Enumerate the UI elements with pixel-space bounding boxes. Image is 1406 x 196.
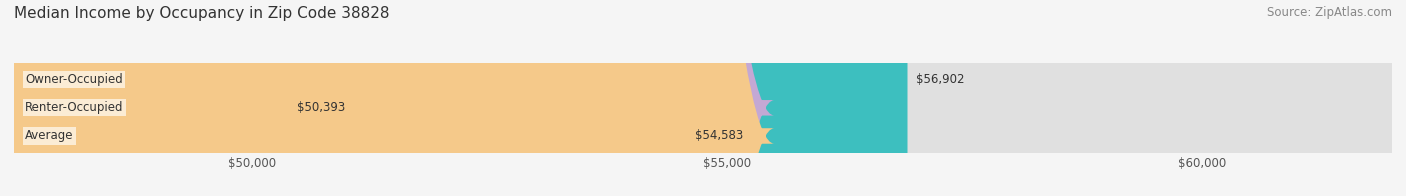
FancyBboxPatch shape — [0, 0, 775, 196]
Text: Source: ZipAtlas.com: Source: ZipAtlas.com — [1267, 6, 1392, 19]
Text: $50,393: $50,393 — [297, 101, 346, 114]
Text: $54,583: $54,583 — [696, 130, 744, 142]
Text: Median Income by Occupancy in Zip Code 38828: Median Income by Occupancy in Zip Code 3… — [14, 6, 389, 21]
FancyBboxPatch shape — [14, 0, 1392, 196]
FancyBboxPatch shape — [14, 0, 1392, 196]
Text: Average: Average — [25, 130, 73, 142]
FancyBboxPatch shape — [14, 0, 1392, 196]
Text: Renter-Occupied: Renter-Occupied — [25, 101, 124, 114]
Text: Owner-Occupied: Owner-Occupied — [25, 73, 122, 86]
FancyBboxPatch shape — [14, 0, 907, 196]
FancyBboxPatch shape — [0, 0, 775, 196]
Text: $56,902: $56,902 — [915, 73, 965, 86]
